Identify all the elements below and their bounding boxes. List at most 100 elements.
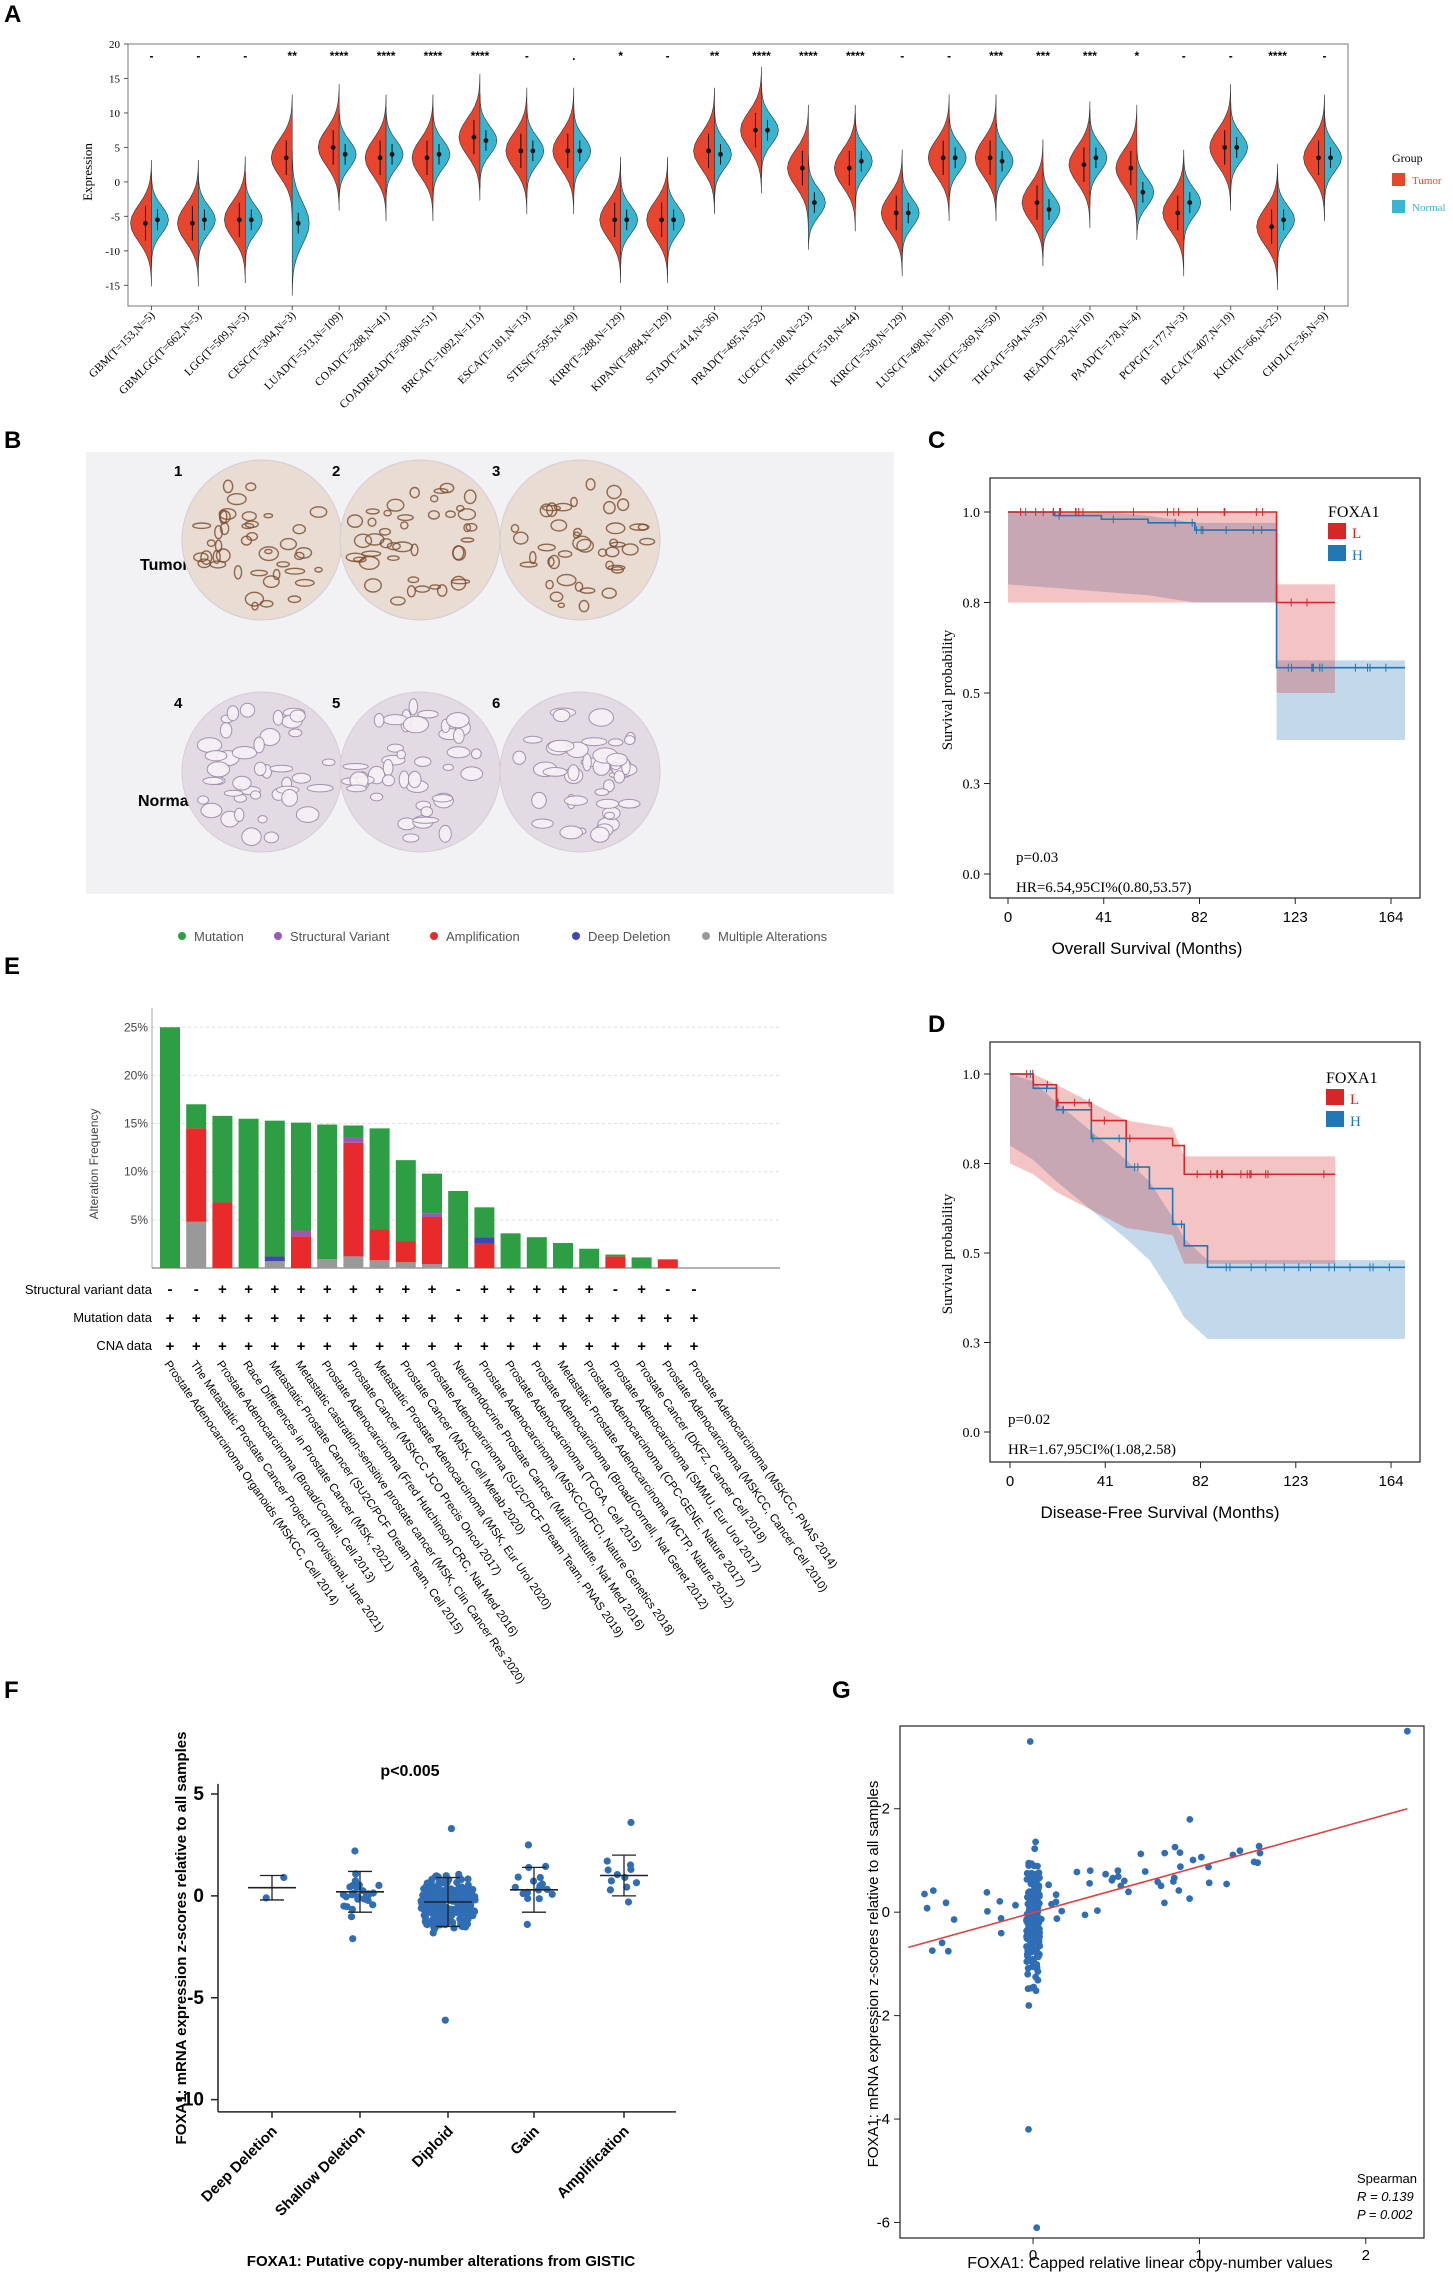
panel-a-tumor-violin [411,94,434,222]
panel-d-frame [989,1041,1421,1463]
panel-a-normal-median [436,151,442,157]
panel-g-point [1023,1943,1030,1950]
panel-d-l-curve [1010,1073,1336,1176]
panel-g-ytick-label: -2 [877,2008,890,2025]
normal-gland [552,708,571,723]
panel-e-bar-amplification [369,1229,390,1261]
panel-e-plot: 5%10%15%20%25%-++Prostate Adenocarcinoma… [124,1008,839,1686]
panel-a-normal-violin [761,82,779,179]
tumor-gland [294,578,315,587]
normal-gland [253,761,267,776]
panel-f-point [375,1881,383,1889]
panel-c-ylabel: Survival probability [940,629,956,750]
panel-label-d: D [928,1011,945,1038]
panel-a-sig-mark: - [1323,49,1327,63]
normal-gland [446,746,471,759]
panel-f-ytick-label: -10 [177,2090,204,2111]
panel-f-point [423,1920,431,1928]
panel-e-legend-amplification: Amplification [446,929,520,944]
tumor-gland [429,584,442,590]
panel-b-core-number: 1 [174,463,182,480]
normal-gland [241,827,262,847]
panel-g-point [1026,1926,1034,1934]
normal-gland [438,824,452,843]
panel-a-tumor-violin [270,94,293,222]
panel-f-point [523,1888,532,1896]
panel-e-sv-mark: + [297,1281,306,1298]
panel-e-bar-mutation [448,1190,469,1268]
panel-a-tumor-violin [927,94,950,222]
panel-a-tumor-violin [364,94,387,222]
panel-a-tumor-violin [1068,101,1091,228]
panel-a-tumor-median [565,148,571,154]
tumor-gland [463,489,477,505]
panel-e-bar-amplification [657,1259,678,1269]
tumor-gland [262,575,280,588]
panel-a-tumor-violin [693,87,715,215]
panel-g-point [1037,1915,1045,1923]
tumor-gland [406,585,417,598]
panel-label-a: A [4,1,21,28]
tumor-gland [397,514,414,522]
panel-a-tumor-median [1222,145,1228,150]
panel-e-bar-mutation [369,1128,390,1230]
panel-d-xtick-label: 0 [1006,1473,1014,1490]
normal-gland [563,795,589,806]
panel-g-point [1058,1907,1066,1915]
panel-a-tumor-median [283,155,289,161]
normal-gland [295,806,320,823]
panel-a-tumor-median [189,220,195,226]
panel-e-mutation-mark: + [218,1310,227,1327]
panel-f-ytick-label: -5 [187,1988,204,2009]
panel-c-legend-h-swatch [1328,545,1346,561]
panel-a-normal-violin [948,110,967,206]
panel-e-mutation-mark: + [244,1310,253,1327]
panel-e-bar-mutation [422,1173,442,1214]
panel-a-xlabels: GBM(T=153,N=5)GBMLGG(T=662,N=5)LGG(T=509… [87,306,1331,411]
normal-gland [289,709,306,723]
tumor-gland [358,555,380,571]
panel-g-point [1186,1895,1193,1902]
panel-label-e: E [4,953,20,980]
panel-f-point [347,1913,356,1921]
panel-f-point [468,1910,476,1919]
panel-e-legend-amplification-dot [430,932,438,940]
panel-a-normal-median [811,200,817,205]
panel-a-normal-median [905,210,911,216]
normal-gland [281,789,299,807]
panel-f-point [454,1884,463,1893]
panel-e-mutation-mark: + [611,1310,620,1327]
panel-f-point [613,1871,621,1879]
normal-gland [417,709,439,719]
panel-a-tumor-median [612,217,618,223]
tumor-gland [513,531,529,545]
panel-f-xtick-label: Diploid [409,2123,457,2171]
panel-g-point [1012,1901,1019,1909]
panel-g-point [1189,1856,1197,1864]
panel-a-normal-violin [1183,154,1202,251]
panel-f-point [627,1818,635,1827]
panel-e-ylabel: Alteration Frequency [87,1109,101,1220]
panel-g-point [1254,1859,1261,1867]
panel-f-point [464,1875,472,1883]
panel-g-point [1114,1873,1122,1880]
panel-b-core-number: 2 [332,463,340,480]
panel-f-point [623,1883,631,1891]
normal-gland [588,708,615,727]
panel-g-point [1024,1970,1032,1978]
panel-c-h-confidence-band [1008,512,1405,741]
panel-a-tumor-violin [1115,104,1138,232]
normal-gland [200,802,223,819]
panel-e-sv-mark: - [613,1281,618,1298]
normal-gland [257,815,268,824]
panel-f-point [343,1903,351,1911]
tumor-gland [287,595,302,604]
normal-gland [269,764,294,773]
panel-e-cna-mark: + [166,1338,175,1355]
tumor-gland [529,550,537,565]
panel-e-bar-mutation [238,1118,259,1269]
tumor-gland [214,539,223,553]
panel-g-ylabel: FOXA1: mRNA expression z-scores relative… [865,1781,882,2168]
panel-f-point [462,1909,470,1917]
normal-gland [250,790,262,800]
